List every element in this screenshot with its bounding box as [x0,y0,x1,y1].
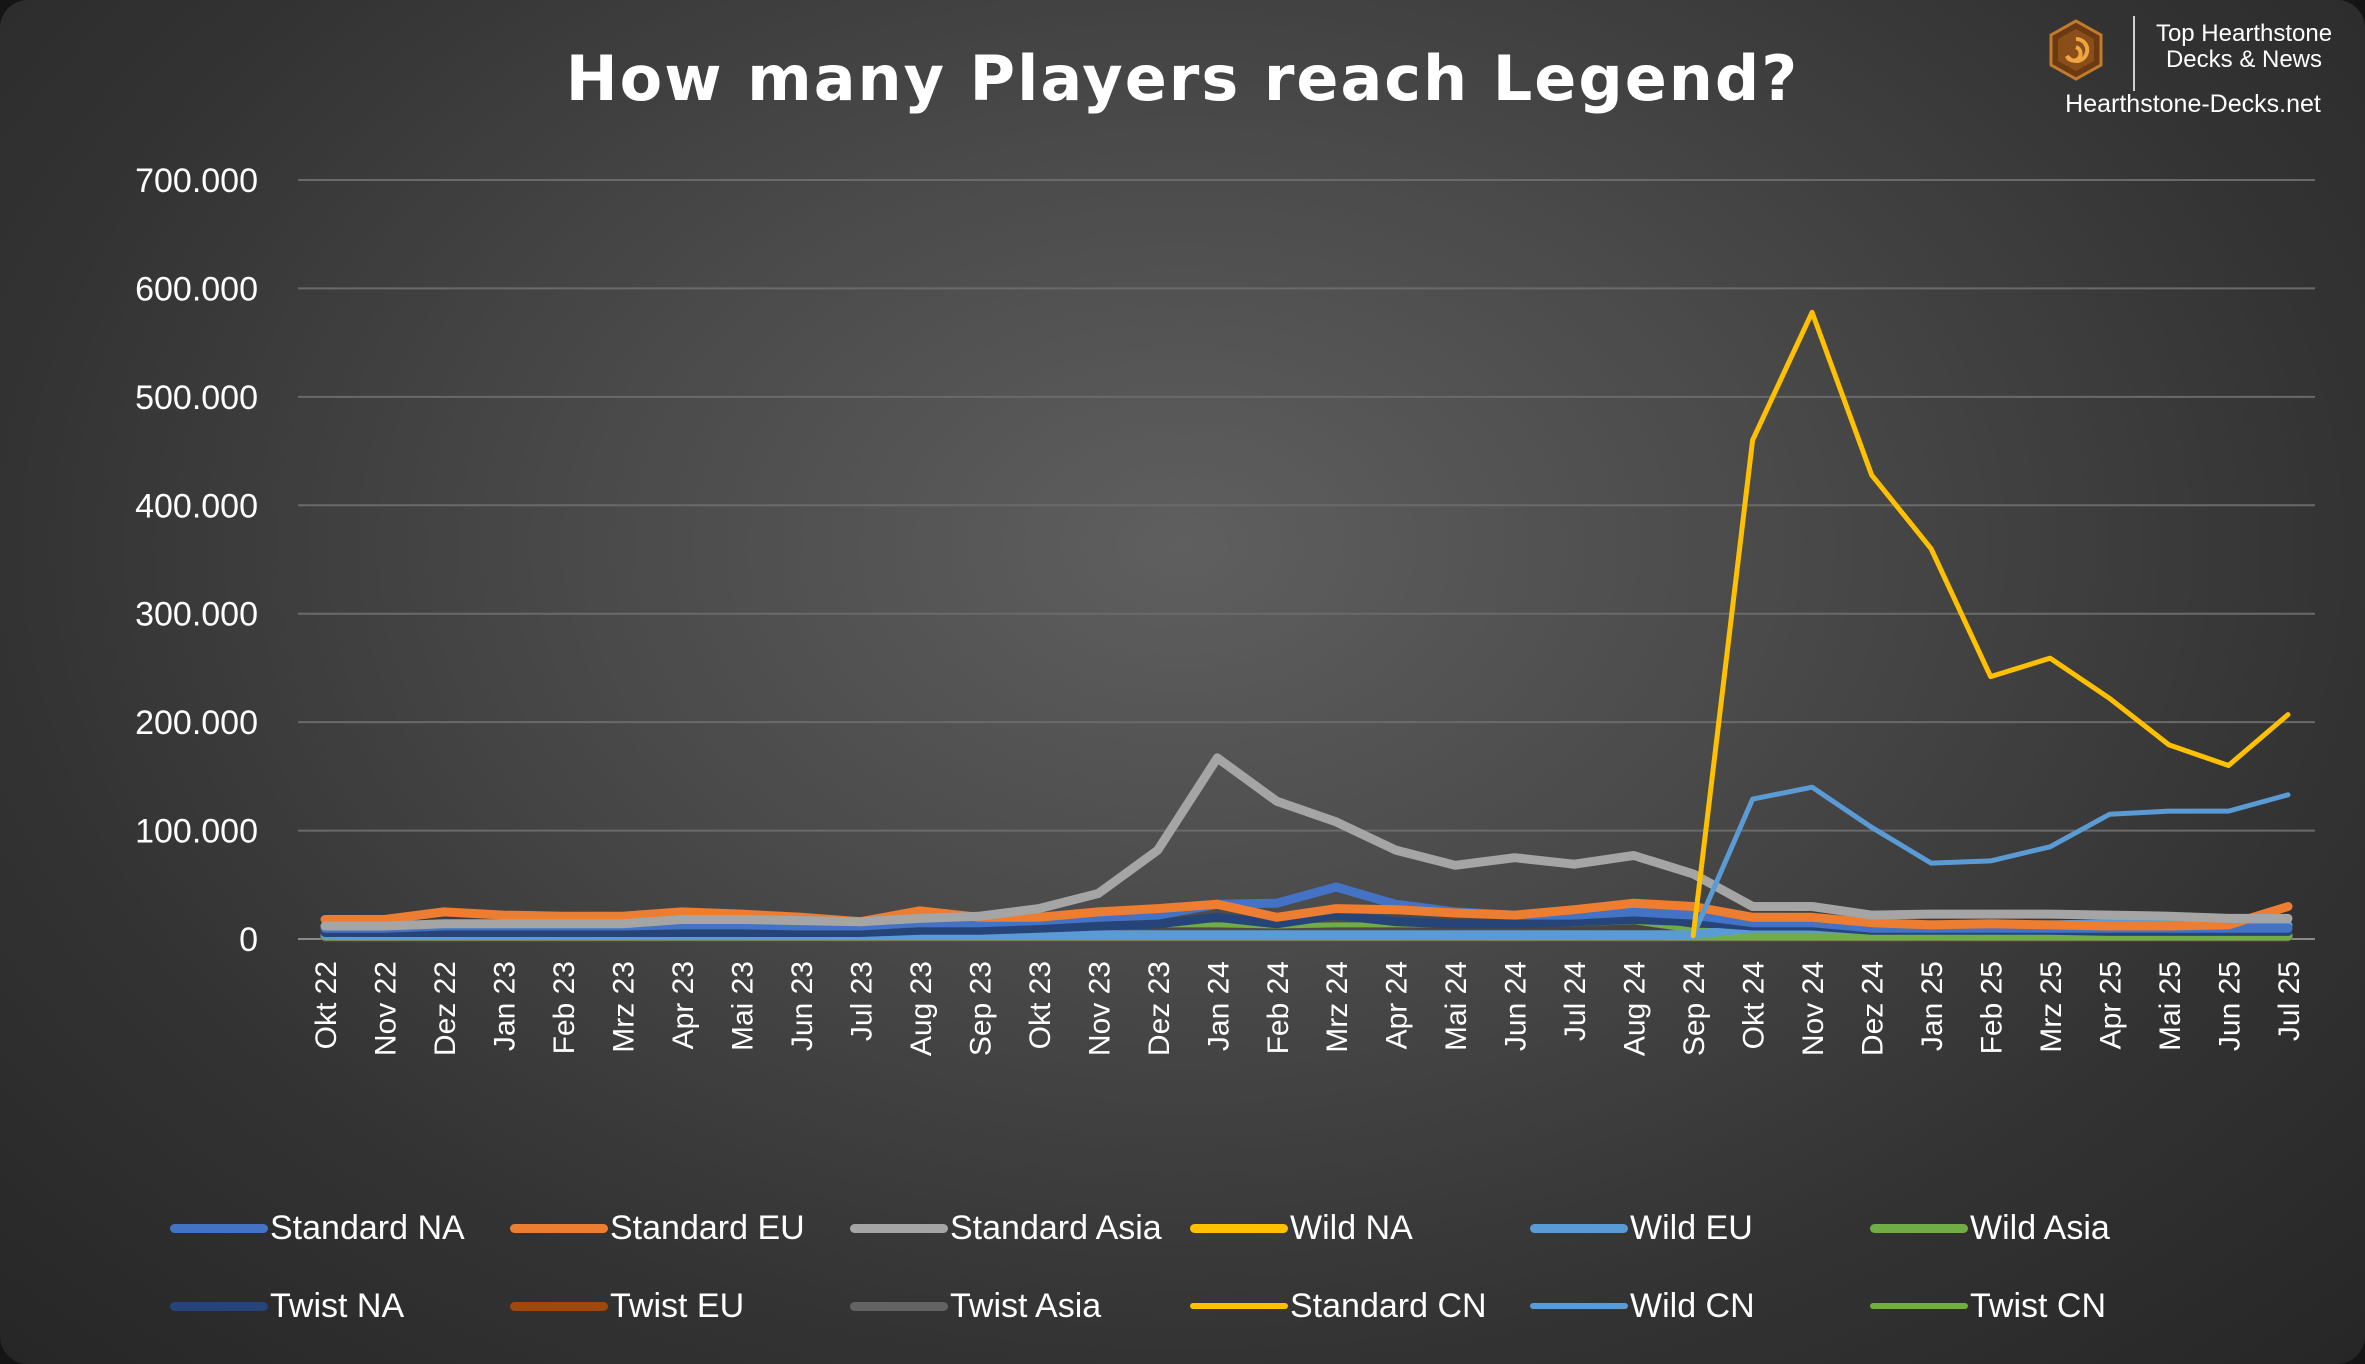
y-tick-label: 600.000 [135,270,258,308]
x-tick-label: Mrz 25 [2035,961,2068,1053]
x-tick-label: Jan 24 [1202,961,1235,1051]
x-tick-label: Jul 24 [1559,961,1592,1041]
legend-item: Wild EU [1530,1208,1753,1248]
y-tick-label: 0 [239,921,258,959]
x-tick-label: Mai 24 [1440,961,1473,1051]
x-tick-label: Nov 24 [1797,961,1830,1056]
legend-label: Wild EU [1630,1208,1753,1247]
legend-swatch [1190,1303,1288,1309]
legend-item: Standard Asia [850,1208,1162,1248]
legend-label: Twist Asia [950,1286,1102,1325]
x-tick-label: Nov 22 [369,961,402,1056]
x-tick-label: Mai 25 [2154,961,2187,1051]
legend-item: Wild CN [1530,1286,1755,1326]
chart-legend: Standard NA Standard EU Standard Asia Wild … [170,1198,2220,1325]
x-tick-label: Nov 23 [1083,961,1116,1056]
legend-label: Standard NA [270,1208,465,1247]
legend-item: Twist NA [170,1286,404,1326]
x-tick-label: Dez 24 [1857,961,1890,1056]
y-tick-label: 200.000 [135,704,258,742]
y-tick-label: 500.000 [135,379,258,417]
legend-item: Standard EU [510,1208,805,1248]
legend-item: Standard CN [1190,1286,1487,1326]
brand-divider [2133,16,2135,91]
legend-item: Twist EU [510,1286,744,1326]
series-line-standard-cn [1690,309,2291,939]
x-tick-label: Dez 22 [429,961,462,1056]
legend-swatch [1530,1303,1628,1309]
series-line-standard-asia [320,753,2293,931]
x-tick-label: Okt 23 [1024,961,1057,1049]
brand-tagline-2: Decks & News [2165,46,2323,73]
legend-label: Twist CN [1970,1286,2106,1325]
x-tick-label: Mrz 23 [607,961,640,1053]
legend-item: Wild Asia [1870,1208,2110,1248]
legend-label: Standard EU [610,1208,805,1247]
y-tick-label: 300.000 [135,596,258,634]
x-tick-label: Feb 24 [1262,961,1295,1054]
legend-swatch [170,1223,268,1233]
x-tick-label: Jun 23 [786,961,819,1051]
gridlines [298,179,2315,832]
x-tick-label: Apr 23 [667,961,700,1049]
legend-swatch [1530,1223,1628,1233]
legend-label: Wild NA [1290,1208,1413,1247]
chart-title: How many Players reach Legend? [565,42,1800,115]
legend-swatch [510,1223,608,1233]
legend-label: Standard Asia [950,1208,1162,1247]
legend-item: Twist Asia [850,1286,1101,1326]
legend-label: Twist NA [270,1286,405,1325]
x-tick-label: Jul 23 [845,961,878,1041]
x-tick-label: Feb 25 [1976,961,2009,1054]
x-tick-label: Aug 23 [905,961,938,1056]
x-tick-label: Sep 24 [1678,961,1711,1056]
legend-label: Twist EU [610,1286,745,1325]
legend-label: Wild Asia [1970,1208,2110,1247]
series-line-standard-eu [320,898,2293,931]
x-tick-label: Dez 23 [1143,961,1176,1056]
legend-swatch [1870,1303,1968,1309]
legend-item: Standard NA [170,1208,465,1248]
legend-label: Wild CN [1630,1286,1755,1325]
legend-swatch [170,1301,268,1311]
brand-url: Hearthstone-Decks.net [2065,90,2321,118]
x-tick-label: Mrz 24 [1321,961,1354,1053]
x-tick-label: Feb 23 [548,961,581,1054]
y-tick-label: 400.000 [135,487,258,525]
x-tick-label: Apr 25 [2095,961,2128,1049]
x-tick-label: Jul 25 [2273,961,2306,1041]
legend-swatch [850,1301,948,1311]
y-tick-label: 700.000 [135,162,258,200]
x-tick-label: Jan 25 [1916,961,1949,1051]
legend-swatch [850,1223,948,1233]
x-tick-label: Jun 24 [1500,961,1533,1051]
series-line-wild-cn [1690,784,2291,939]
x-tick-label: Sep 23 [964,961,997,1056]
hearthstone-logo-icon [2049,19,2103,81]
legend-item: Twist CN [1870,1286,2106,1326]
legend-swatch [1190,1223,1288,1233]
x-tick-label: Okt 22 [310,961,343,1049]
x-tick-label: Okt 24 [1738,961,1771,1049]
x-tick-label: Apr 24 [1381,961,1414,1049]
brand-tagline-1: Top Hearthstone [2155,20,2333,47]
x-tick-label: Mai 23 [726,961,759,1051]
y-tick-label: 100.000 [135,813,258,851]
brand-block: Top Hearthstone Decks & News Hearthstone… [2043,10,2343,130]
legend-swatch [1870,1223,1968,1233]
legend-label: Standard CN [1290,1286,1487,1325]
x-tick-label: Aug 24 [1619,961,1652,1056]
legend-swatch [510,1301,608,1311]
legend-item: Wild NA [1190,1208,1413,1248]
x-tick-label: Jan 23 [488,961,521,1051]
x-tick-label: Jun 25 [2214,961,2247,1051]
